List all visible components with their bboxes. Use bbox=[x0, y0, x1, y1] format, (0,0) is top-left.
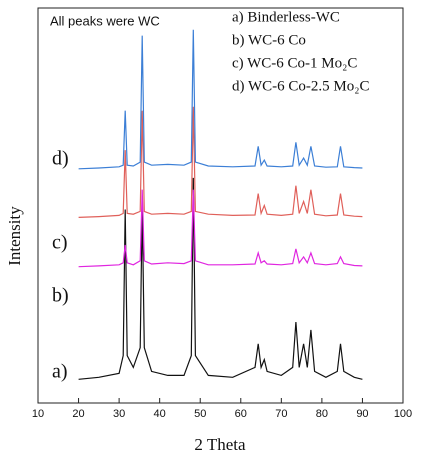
x-tick-label: 10 bbox=[32, 408, 44, 420]
legend-entry: d) WC-6 Co-2.5 Mo₂C bbox=[232, 78, 369, 94]
curve-label: c) bbox=[52, 232, 68, 254]
x-tick-label: 100 bbox=[394, 408, 412, 420]
x-tick-label: 60 bbox=[235, 408, 247, 420]
x-tick-label: 20 bbox=[72, 408, 84, 420]
legend-entry: c) WC-6 Co-1 Mo₂C bbox=[232, 55, 357, 71]
legend-entry: b) WC-6 Co bbox=[232, 32, 306, 48]
series-line bbox=[78, 177, 363, 380]
x-tick-label: 90 bbox=[356, 408, 368, 420]
annotation: All peaks were WC bbox=[50, 13, 160, 28]
x-tick-label: 50 bbox=[194, 408, 206, 420]
series-line bbox=[78, 189, 363, 268]
legend-entry: a) Binderless-WC bbox=[232, 9, 340, 25]
y-axis-label: Intensity bbox=[5, 206, 24, 266]
x-tick-label: 30 bbox=[113, 408, 125, 420]
plot-frame bbox=[37, 7, 404, 404]
series-line bbox=[78, 29, 363, 170]
curve-label: d) bbox=[52, 148, 69, 170]
x-axis-label: 2 Theta bbox=[194, 435, 246, 454]
curve-label: a) bbox=[52, 361, 68, 383]
series-line bbox=[78, 106, 363, 218]
x-tick-label: 40 bbox=[154, 408, 166, 420]
x-tick-label: 70 bbox=[275, 408, 287, 420]
curve-label: b) bbox=[52, 285, 69, 307]
x-tick-label: 80 bbox=[316, 408, 328, 420]
